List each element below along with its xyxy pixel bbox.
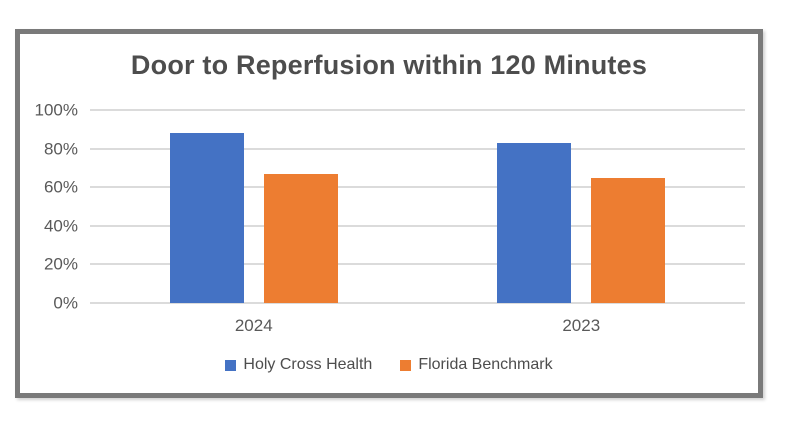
- legend-label: Florida Benchmark: [418, 356, 553, 373]
- y-axis: 0% 20% 40% 60% 80% 100%: [30, 102, 78, 312]
- y-tick-label-20: 20%: [43, 254, 78, 274]
- legend-label: Holy Cross Health: [243, 356, 373, 373]
- y-tick-label-40: 40%: [43, 216, 78, 236]
- y-tick-label-80: 80%: [43, 139, 78, 159]
- y-tick-label-0: 0%: [53, 293, 78, 313]
- bar-group-2023: [418, 110, 746, 303]
- gridline-100: [90, 109, 745, 111]
- gridline-80: [90, 147, 745, 150]
- bar-groups: [90, 110, 745, 303]
- legend-item-holy-cross-health: Holy Cross Health: [225, 356, 372, 374]
- gridline-0: [90, 302, 745, 304]
- plot-area: [90, 109, 745, 304]
- legend-swatch-icon: [225, 359, 237, 371]
- x-category-label-2023: 2023: [562, 316, 601, 335]
- bar-holy-cross-health-2024: [169, 133, 244, 303]
- legend-swatch-icon: [400, 359, 412, 371]
- gridlines: [90, 109, 745, 304]
- gridline-40: [90, 224, 745, 227]
- chart-title: Door to Reperfusion within 120 Minutes: [130, 50, 648, 80]
- bar-holy-cross-health-2023: [497, 142, 572, 303]
- gridline-20: [90, 263, 745, 266]
- chart-frame: Door to Reperfusion within 120 Minutes 0…: [15, 29, 763, 398]
- legend-item-florida-benchmark: Florida Benchmark: [400, 356, 553, 374]
- bar-florida-benchmark-2023: [591, 177, 666, 303]
- bar-group-2024: [90, 110, 418, 303]
- gridline-60: [90, 186, 745, 189]
- x-category-label-2024: 2024: [234, 316, 273, 335]
- y-tick-label-100: 100%: [34, 100, 78, 120]
- x-axis: 2024 2023: [90, 316, 745, 336]
- y-tick-label-60: 60%: [43, 177, 78, 197]
- legend: Holy Cross Health Florida Benchmark: [20, 356, 758, 374]
- bar-florida-benchmark-2024: [263, 173, 338, 303]
